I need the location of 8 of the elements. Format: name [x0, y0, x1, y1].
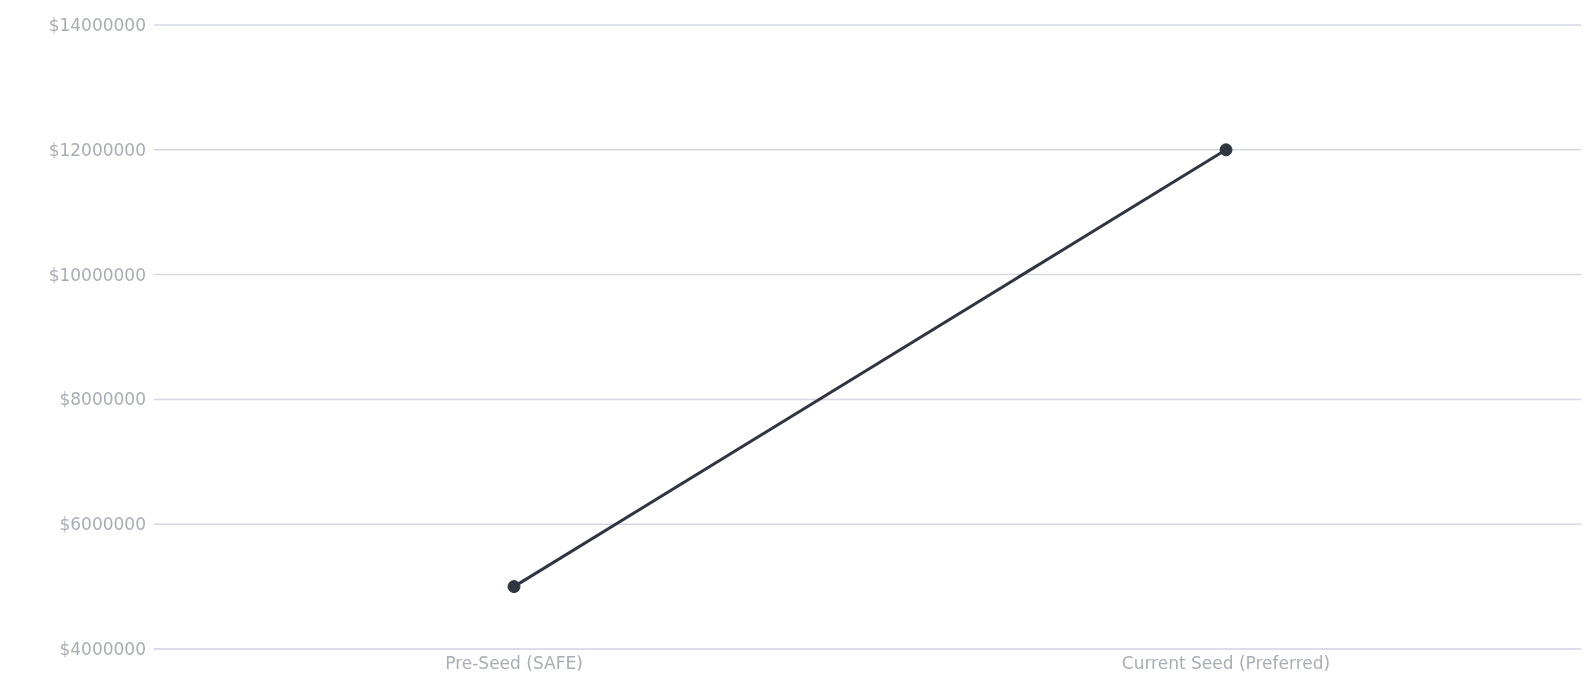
x-tick-label: Pre-Seed (SAFE) [445, 653, 583, 674]
x-tick-label: Current Seed (Preferred) [1121, 653, 1331, 674]
y-tick-label: $6000000 [59, 514, 146, 535]
y-tick-label: $10000000 [48, 264, 146, 285]
y-tick-label: $4000000 [59, 639, 146, 660]
y-tick-label: $8000000 [59, 389, 146, 410]
y-tick-label: $12000000 [48, 139, 146, 160]
y-tick-label: $14000000 [48, 15, 146, 36]
